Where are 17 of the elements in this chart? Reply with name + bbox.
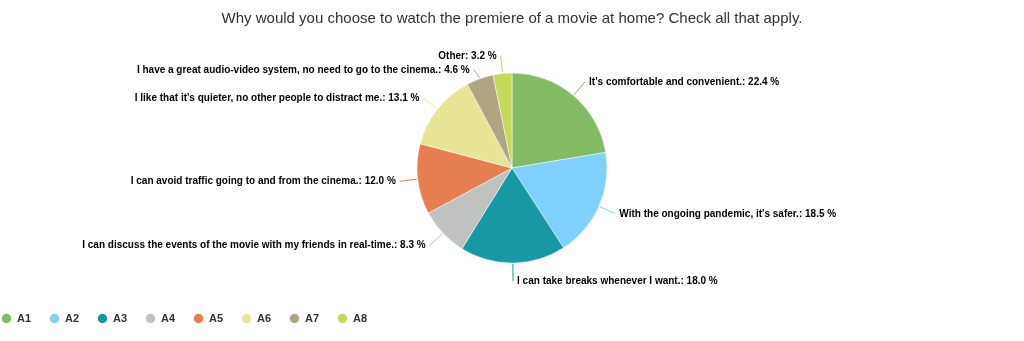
data-label: I can avoid traffic going to and from the cinema.: 12.0 %	[130, 175, 396, 187]
data-label: With the ongoing pandemic, it's safer.: 18.5 %	[619, 207, 837, 219]
legend-label: A6	[257, 311, 272, 324]
legend-label: A5	[209, 311, 224, 324]
legend-label: A4	[161, 311, 176, 324]
legend-label: A2	[65, 311, 80, 324]
data-label: I like that it's quieter, no other people to distract me.: 13.1 %	[134, 91, 420, 103]
data-label: I have a great audio-video system, no need to go to the cinema.: 4.6 %	[136, 63, 470, 75]
legend-label: A8	[353, 311, 368, 324]
data-label: I can take breaks whenever I want.: 18.0 %	[517, 274, 718, 286]
legend-label: A3	[113, 311, 128, 324]
chart-title: Why would you choose to watch the premiere of a movie at home? Check all that apply.	[221, 9, 803, 26]
data-label: I can discuss the events of the movie with my friends in real-time.: 8.3 %	[82, 239, 426, 251]
data-label: It's comfortable and convenient.: 22.4 %	[589, 75, 780, 87]
data-label: Other: 3.2 %	[438, 49, 497, 61]
legend-label: A7	[305, 311, 320, 324]
legend-label: A1	[17, 311, 32, 324]
